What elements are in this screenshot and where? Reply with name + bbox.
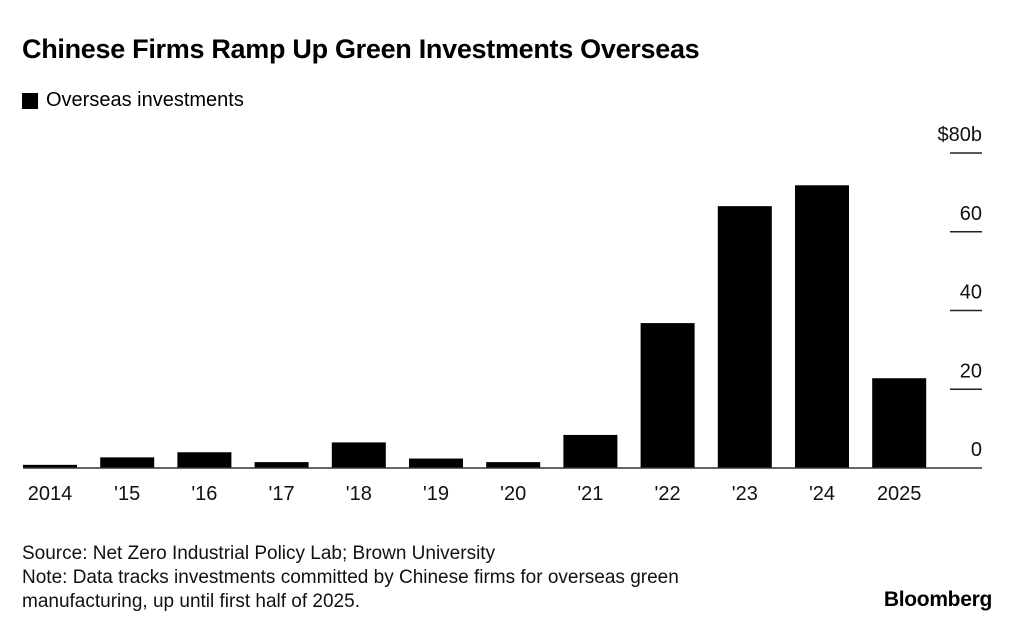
x-tick-label: 2025: [877, 483, 922, 505]
x-tick-label: '16: [191, 483, 217, 505]
chart-title: Chinese Firms Ramp Up Green Investments …: [22, 34, 700, 64]
bar-2014: [23, 464, 77, 468]
bar-23: [717, 206, 772, 468]
x-tick-label: '23: [732, 483, 758, 505]
x-tick-label: '20: [500, 483, 526, 505]
bar-20: [486, 462, 541, 468]
source-text: Source: Net Zero Industrial Policy Lab; …: [22, 543, 496, 564]
y-tick-label: 20: [960, 360, 982, 382]
bar-18: [331, 442, 386, 468]
bar-21: [563, 434, 618, 468]
legend: Overseas investments: [22, 89, 244, 112]
x-tick-label: 2014: [28, 483, 73, 505]
x-axis: 2014 '15 '16 '17 '18 '19 '20 '21 '22 '23 '24 2025: [23, 467, 982, 505]
x-tick-label: '17: [269, 483, 295, 505]
x-tick-label: '15: [114, 483, 140, 505]
footnote: Source: Net Zero Industrial Policy Lab; …: [22, 542, 679, 614]
bar-17: [254, 462, 309, 468]
y-tick-label: 40: [960, 282, 982, 304]
y-tick-label: 60: [960, 203, 982, 225]
x-tick-label: '21: [577, 483, 603, 505]
note-text-line1: Note: Data tracks investments committed …: [22, 567, 679, 588]
y-tick-label: 0: [971, 439, 982, 461]
note-text-line2: manufacturing, up until first half of 20…: [22, 591, 360, 612]
bar-22: [640, 323, 695, 468]
x-tick-label: '24: [809, 483, 835, 505]
legend-swatch: [22, 92, 38, 109]
x-tick-label: '18: [346, 483, 372, 505]
legend-label: Overseas investments: [46, 89, 244, 111]
bars-group: [23, 185, 927, 468]
bar-2025: [872, 378, 927, 468]
y-axis: 0 20 40 60 $80b: [938, 124, 983, 461]
x-tick-label: '22: [655, 483, 681, 505]
bar-15: [100, 457, 155, 468]
x-tick-label: '19: [423, 483, 449, 505]
bar-19: [409, 458, 463, 468]
bloomberg-logo: Bloomberg: [883, 588, 992, 611]
bar-16: [177, 452, 232, 468]
y-tick-label: $80b: [938, 124, 983, 146]
bar-24: [795, 185, 849, 468]
